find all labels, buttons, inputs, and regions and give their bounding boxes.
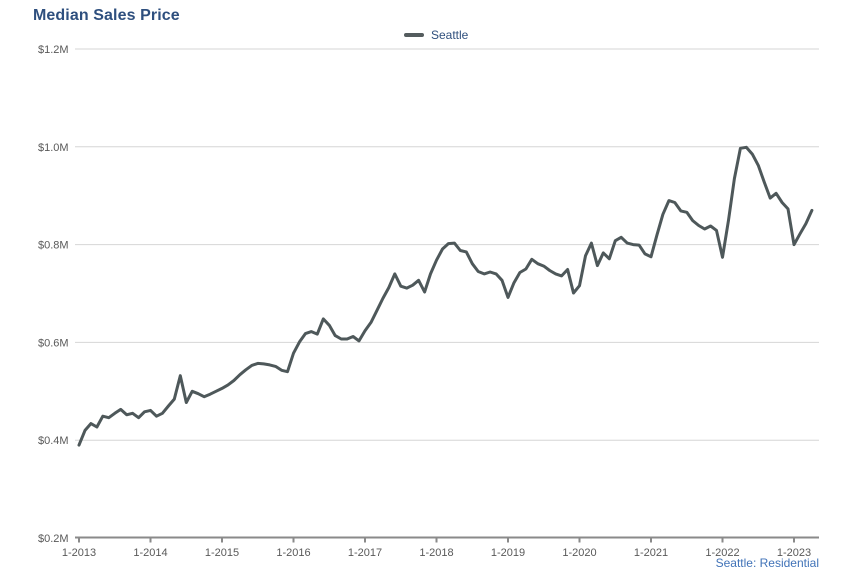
x-axis-label-1-2023: 1-2023 bbox=[777, 547, 811, 559]
y-axis-label-$0.2M: $0.2M bbox=[38, 533, 69, 545]
x-axis-label-1-2018: 1-2018 bbox=[419, 547, 453, 559]
x-axis-label-1-2013: 1-2013 bbox=[62, 547, 96, 559]
series-line-seattle[interactable] bbox=[77, 145, 814, 447]
x-axis-label-1-2015: 1-2015 bbox=[205, 547, 239, 559]
x-axis-label-1-2016: 1-2016 bbox=[276, 547, 310, 559]
y-axis-label-$0.8M: $0.8M bbox=[38, 240, 69, 252]
y-axis-label-$0.6M: $0.6M bbox=[38, 337, 69, 349]
y-axis-label-$1.2M: $1.2M bbox=[38, 44, 69, 56]
chart-title: Median Sales Price bbox=[33, 7, 180, 24]
x-axis-label-1-2014: 1-2014 bbox=[133, 547, 167, 559]
legend-label: Seattle bbox=[431, 28, 469, 42]
seattle-line-swatch-icon bbox=[404, 33, 424, 37]
x-axis-label-1-2019: 1-2019 bbox=[491, 547, 525, 559]
y-axis-label-$1.0M: $1.0M bbox=[38, 142, 69, 154]
legend: Seattle bbox=[404, 28, 468, 42]
legend-item-seattle[interactable]: Seattle bbox=[404, 28, 468, 42]
x-axis-label-1-2017: 1-2017 bbox=[348, 547, 382, 559]
x-axis-label-1-2021: 1-2021 bbox=[634, 547, 668, 559]
y-axis-label-$0.4M: $0.4M bbox=[38, 435, 69, 447]
x-axis-label-1-2022: 1-2022 bbox=[705, 547, 739, 559]
source-note: Seattle: Residential bbox=[715, 556, 819, 570]
x-axis-label-1-2020: 1-2020 bbox=[562, 547, 596, 559]
